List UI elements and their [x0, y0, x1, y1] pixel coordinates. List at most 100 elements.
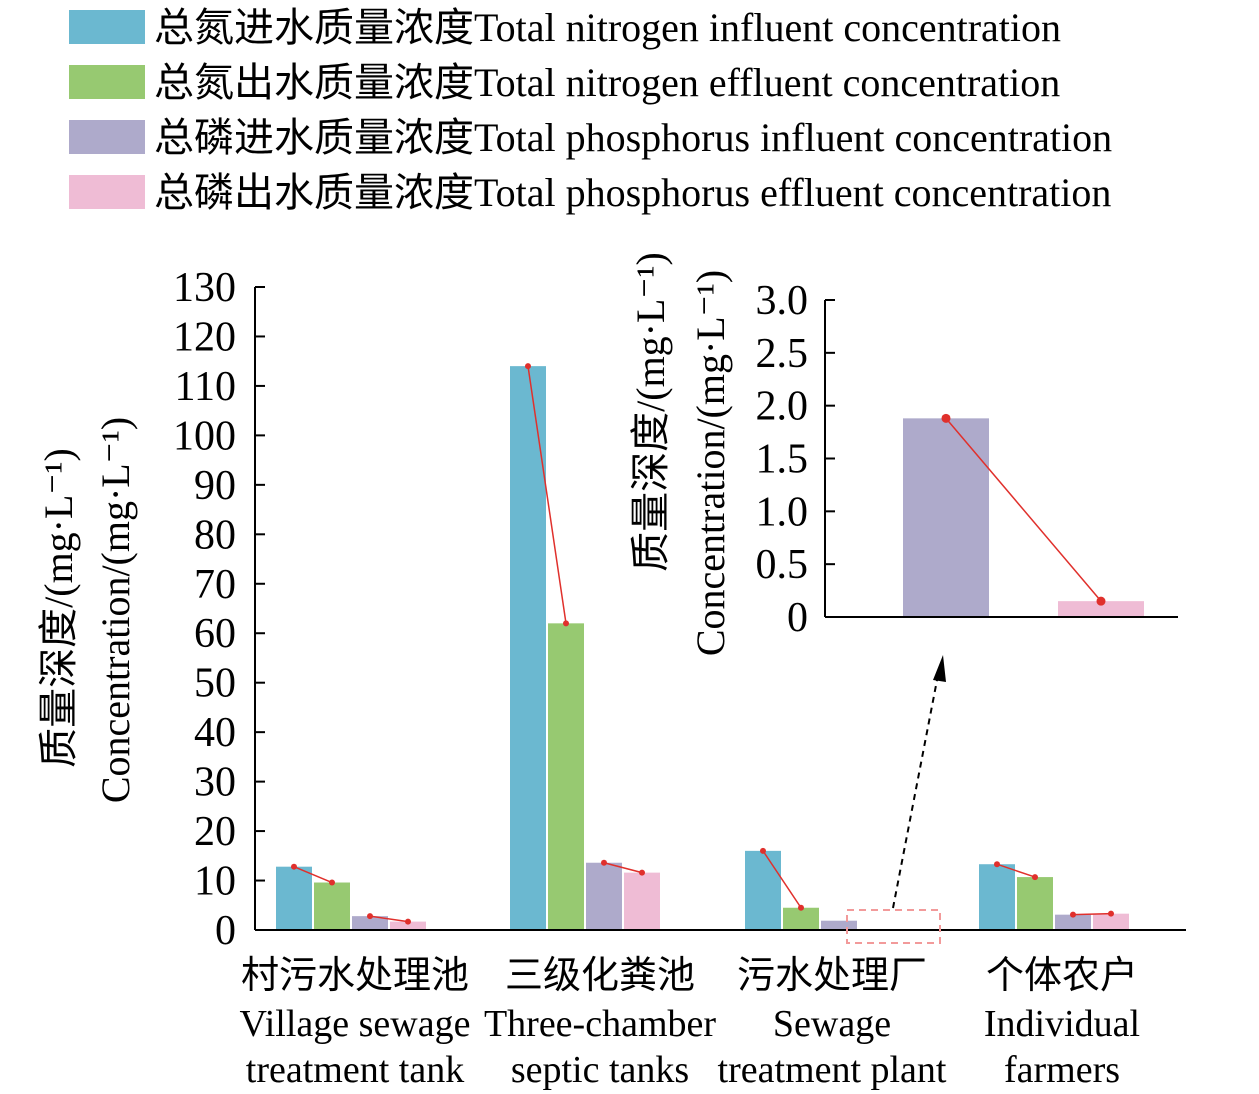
zoom-highlight-box — [846, 909, 941, 944]
x-label-cn: 村污水处理池 — [241, 955, 469, 997]
inset-bar — [903, 418, 989, 617]
connector-dot — [1070, 911, 1076, 918]
connector-dot — [601, 859, 607, 866]
bar — [586, 862, 622, 930]
connector-dot — [1108, 910, 1114, 917]
legend-entry: 总氮进水质量浓度Total nitrogen influent concentr… — [69, 5, 1061, 50]
connector-dot — [994, 861, 1000, 868]
x-label-cn: 污水处理厂 — [737, 955, 927, 997]
bar — [276, 866, 312, 930]
legend-label: 总氮进水质量浓度Total nitrogen influent concentr… — [154, 5, 1061, 50]
x-label-cn: 个体农户 — [986, 955, 1138, 997]
inset-y-ticks: 0 0.5 1.0 1.5 2.0 2.5 3.0 — [756, 278, 835, 641]
connector-dot — [405, 918, 411, 925]
inset-connector-dot — [941, 413, 951, 423]
y-tick-label: 30 — [194, 760, 236, 806]
y-tick-label: 70 — [194, 562, 236, 608]
connector-line — [369, 915, 409, 923]
x-label-en: farmers — [1004, 1049, 1120, 1091]
y-tick-label: 110 — [175, 364, 236, 410]
y-tick-label: 90 — [194, 463, 236, 509]
inset-connector-line — [945, 417, 1102, 602]
connector-line — [1072, 912, 1112, 916]
bar — [1055, 914, 1091, 930]
connector-dot — [1032, 874, 1038, 881]
bar — [745, 850, 781, 930]
inset-y-tick-label: 2.5 — [756, 331, 809, 377]
legend-swatch — [69, 65, 145, 99]
main-bars — [276, 366, 1129, 931]
inset-y-axis-label-en: Concentration/(mg·L⁻¹) — [688, 270, 733, 656]
inset-connector — [941, 413, 1106, 606]
connector-line — [293, 865, 333, 884]
x-label-en: Sewage — [773, 1003, 891, 1045]
inset-y-tick-label: 2.0 — [756, 384, 809, 430]
connector-line — [603, 862, 643, 874]
connector-dot — [329, 879, 335, 886]
connector-dot — [639, 869, 645, 876]
bar — [624, 872, 660, 930]
y-axis-label-cn: 质量深度/(mg·L⁻¹) — [36, 448, 81, 768]
connector-dot — [291, 863, 297, 870]
legend-label: 总磷出水质量浓度Total phosphorus effluent concen… — [154, 170, 1111, 215]
legend-label: 总磷进水质量浓度Total phosphorus influent concen… — [154, 115, 1112, 160]
inset-bar — [1058, 601, 1144, 617]
y-tick-label: 0 — [215, 908, 236, 954]
connector-dot — [525, 363, 531, 370]
legend-swatch — [69, 10, 145, 44]
bar — [783, 907, 819, 930]
legend: 总氮进水质量浓度Total nitrogen influent concentr… — [69, 5, 1112, 215]
y-tick-label: 50 — [194, 661, 236, 707]
bar — [1017, 877, 1053, 930]
legend-entry: 总氮出水质量浓度Total nitrogen effluent concentr… — [69, 60, 1060, 105]
bar — [510, 366, 546, 931]
inset-chart: 0 0.5 1.0 1.5 2.0 2.5 3.0 质量深度/(mg·L⁻¹) Concen… — [628, 252, 1178, 656]
inset-y-tick-label: 1.5 — [756, 437, 809, 483]
inset-connector-dot — [1096, 596, 1106, 606]
inset-y-tick-label: 3.0 — [756, 278, 809, 324]
connector-line — [996, 863, 1036, 878]
y-tick-label: 80 — [194, 512, 236, 558]
x-label-cn: 三级化粪池 — [505, 955, 695, 997]
connector-line — [762, 850, 802, 909]
zoom-arrow-head — [933, 655, 946, 682]
connector-dot — [760, 847, 766, 854]
bar — [1093, 913, 1129, 930]
connector-dot — [798, 904, 804, 911]
bar — [548, 623, 584, 930]
legend-swatch — [69, 120, 145, 154]
x-label-en: septic tanks — [511, 1049, 689, 1091]
y-axis-label-en: Concentration/(mg·L⁻¹) — [93, 417, 138, 803]
y-tick-label: 120 — [173, 314, 236, 360]
bar — [390, 921, 426, 930]
legend-swatch — [69, 175, 145, 209]
bar — [352, 916, 388, 930]
y-tick-label: 40 — [194, 710, 236, 756]
bar — [979, 864, 1015, 930]
connector-dot — [367, 913, 373, 920]
x-label-en: treatment plant — [718, 1049, 947, 1091]
x-label-en: Three-chamber — [484, 1003, 716, 1045]
y-tick-label: 60 — [194, 611, 236, 657]
legend-entry: 总磷进水质量浓度Total phosphorus influent concen… — [69, 115, 1112, 160]
legend-label: 总氮出水质量浓度Total nitrogen effluent concentr… — [154, 60, 1060, 105]
bar — [821, 920, 857, 930]
zoom-arrow — [892, 674, 939, 909]
connector-dot — [563, 620, 569, 627]
x-label-en: treatment tank — [246, 1049, 464, 1091]
y-tick-label: 100 — [173, 413, 236, 459]
legend-entry: 总磷出水质量浓度Total phosphorus effluent concen… — [69, 170, 1111, 215]
inset-y-tick-label: 0 — [787, 595, 808, 641]
connector-line — [527, 366, 567, 624]
y-tick-label: 130 — [173, 265, 236, 311]
x-label-en: Village sewage — [240, 1003, 471, 1045]
inset-y-axis-label-cn: 质量深度/(mg·L⁻¹) — [628, 252, 673, 572]
x-label-en: Individual — [984, 1003, 1140, 1045]
y-tick-label: 10 — [194, 859, 236, 905]
bar — [314, 882, 350, 930]
inset-bars — [903, 418, 1144, 617]
main-connectors — [291, 363, 1114, 925]
